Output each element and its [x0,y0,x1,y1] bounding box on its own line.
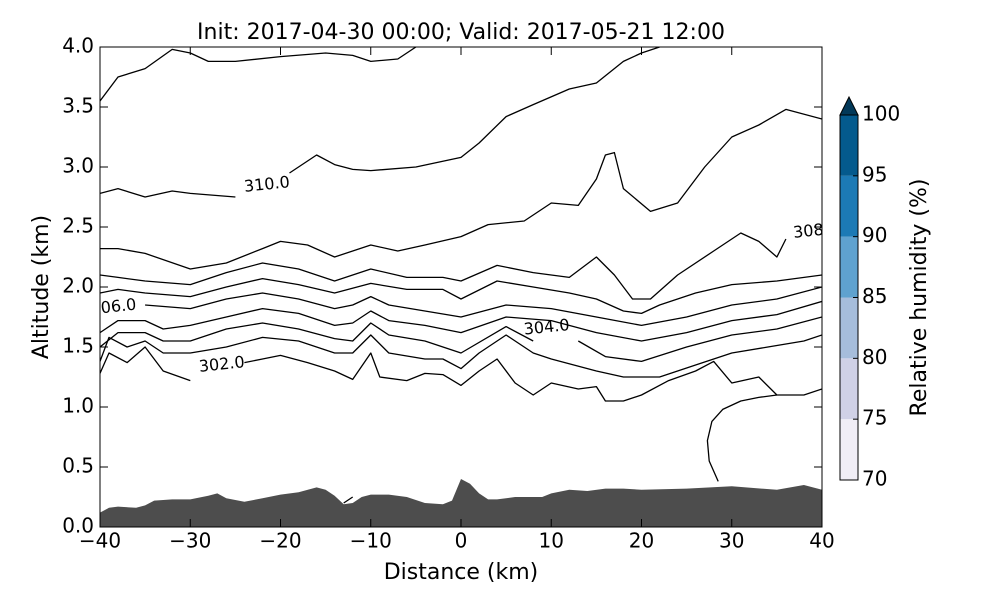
colorbar-tick-label: 75 [862,406,887,430]
colorbar-segment [840,115,858,176]
terrain [100,479,822,527]
colorbar-tick-label: 85 [862,284,887,308]
contour-line [100,47,417,102]
colorbar-extend [839,95,859,116]
contour-line [100,274,822,315]
contour-line [100,316,822,363]
x-tick-label: −40 [79,529,121,553]
contour-line [100,346,822,402]
contour-label: 302.0 [198,352,246,376]
colorbar-tick-label: 90 [862,223,887,247]
colorbar-tick-label: 100 [862,102,900,126]
colorbar-segment [840,419,858,480]
contour-line [145,286,822,327]
x-axis-label: Distance (km) [384,560,539,585]
y-tick-label: 2.5 [62,214,94,238]
contour-line [100,108,822,270]
colorbar-segment [840,358,858,420]
y-tick-label: 0.5 [62,454,94,478]
colorbar-label: Relative humidity (%) [907,179,932,417]
colorbar-segment [840,236,858,298]
y-tick-label: 4.0 [62,34,94,58]
contour-line [100,232,787,300]
contour-label: 308 [792,220,824,242]
y-tick-label: 1.5 [62,334,94,358]
contour-label: 304.0 [523,315,571,339]
contour-line [100,300,822,342]
contour-line [343,496,354,504]
colorbar-tick-label: 80 [862,345,887,369]
x-tick-label: −30 [169,529,211,553]
contour-line [100,47,660,198]
contour-label: 306.0 [90,295,138,319]
x-tick-label: 0 [455,529,468,553]
y-tick-label: 3.5 [62,94,94,118]
y-axis-label: Altitude (km) [29,215,54,359]
y-tick-label: 1.0 [62,394,94,418]
chart-title: Init: 2017-04-30 00:00; Valid: 2017-05-2… [197,20,725,45]
plot-frame [99,46,823,528]
colorbar-segment [840,297,858,359]
x-tick-label: 20 [629,529,654,553]
x-tick-label: 30 [719,529,744,553]
contour-line [100,334,822,378]
plot-area: 302.0 304.0 306.0 308 310.0 [90,47,824,527]
x-tick-label: −20 [259,529,301,553]
y-tick-label: 0.0 [62,514,94,538]
colorbar-tick-label: 70 [862,467,887,491]
colorbar-segment [840,175,858,237]
colorbar-tick-label: 95 [862,162,887,186]
x-tick-label: 40 [809,529,834,553]
contour-line [706,394,777,482]
axes: −40 −30 −20 −10 0 10 20 30 400.00.51.01.52.02.53… [62,34,835,553]
y-tick-label: 2.0 [62,274,94,298]
x-tick-label: 10 [539,529,564,553]
x-tick-label: −10 [350,529,392,553]
contour-label: 310.0 [243,172,291,196]
y-tick-label: 3.0 [62,154,94,178]
